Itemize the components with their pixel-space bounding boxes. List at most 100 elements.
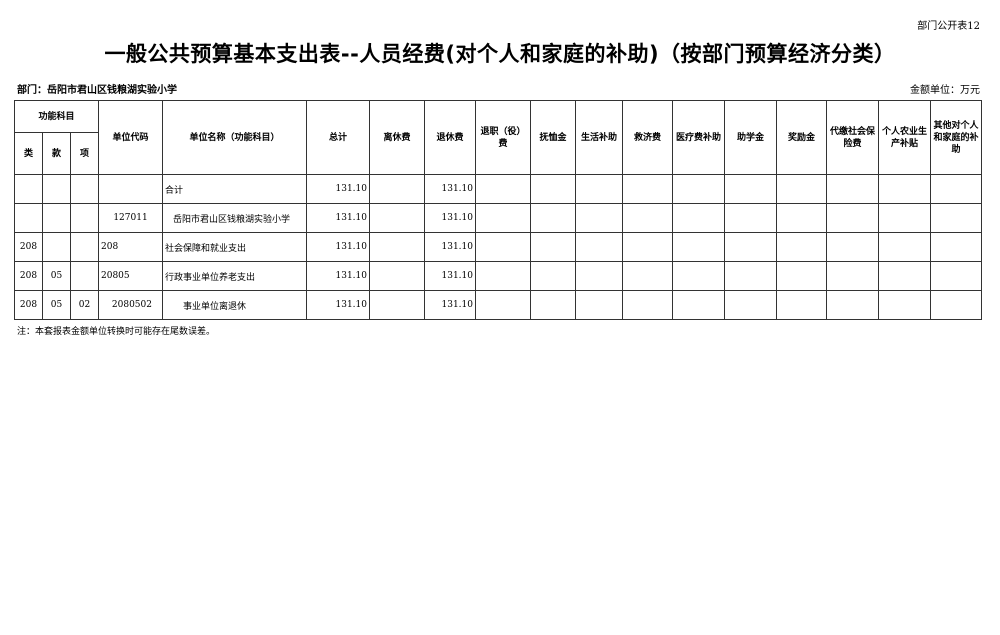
cell-lei [14,203,43,233]
cell-empty [776,174,827,204]
cell-empty [930,174,982,204]
cell-empty [826,261,879,291]
header-kuan: 款 [42,132,71,175]
cell-empty [878,261,931,291]
cell-retire: 131.10 [424,290,476,320]
cell-retire: 131.10 [424,203,476,233]
cell-empty [672,232,725,262]
header-col: 代缴社会保险费 [826,100,879,175]
cell-empty [878,203,931,233]
cell-code [98,174,163,204]
table-row: 合计 131.10 131.10 [14,174,982,204]
page-title: 一般公共预算基本支出表--人员经费(对个人和家庭的补助)（按部门预算经济分类） [104,42,896,66]
cell-empty [878,174,931,204]
cell-total: 131.10 [306,290,370,320]
cell-empty [622,232,673,262]
cell-xiang: 02 [70,290,99,320]
header-col: 奖励金 [776,100,827,175]
cell-empty [724,232,777,262]
cell-empty [369,261,425,291]
header-col: 助学金 [724,100,777,175]
cell-empty [475,290,531,320]
header-col: 退休费 [424,100,476,175]
unit-label: 金额单位：万元 [910,85,980,96]
department-label: 部门：岳阳市君山区钱粮湖实验小学 [17,85,177,96]
header-col: 离休费 [369,100,425,175]
cell-lei: 208 [14,290,43,320]
header-col: 总计 [306,100,370,175]
cell-empty [575,261,623,291]
cell-empty [776,232,827,262]
footnote: 注：本套报表金额单位转换时可能存在尾数误差。 [17,327,216,337]
cell-empty [530,203,576,233]
cell-empty [878,232,931,262]
cell-empty [776,203,827,233]
cell-empty [475,203,531,233]
cell-empty [369,232,425,262]
cell-xiang [70,232,99,262]
header-col: 退职（役）费 [475,100,531,175]
cell-empty [776,261,827,291]
cell-lei [14,174,43,204]
cell-kuan [42,203,71,233]
cell-empty [369,174,425,204]
cell-empty [776,290,827,320]
cell-retire: 131.10 [424,261,476,291]
cell-lei: 208 [14,261,43,291]
cell-kuan: 05 [42,290,71,320]
header-col: 其他对个人和家庭的补助 [930,100,982,175]
cell-total: 131.10 [306,232,370,262]
cell-name: 岳阳市君山区钱粮湖实验小学 [162,203,307,233]
cell-total: 131.10 [306,261,370,291]
header-col: 救济费 [622,100,673,175]
cell-empty [672,261,725,291]
header-name: 单位名称（功能科目） [162,100,307,175]
cell-empty [724,261,777,291]
cell-empty [930,261,982,291]
cell-xiang [70,203,99,233]
expense-table: 功能科目 单位代码 单位名称（功能科目） 总计 离休费 退休费 退职（役）费 抚… [14,100,982,320]
cell-empty [530,174,576,204]
cell-xiang [70,174,99,204]
cell-empty [930,232,982,262]
form-number: 部门公开表12 [917,21,980,32]
cell-empty [622,290,673,320]
cell-empty [826,174,879,204]
cell-empty [622,174,673,204]
cell-xiang [70,261,99,291]
cell-total: 131.10 [306,174,370,204]
cell-empty [530,261,576,291]
cell-empty [475,261,531,291]
cell-lei: 208 [14,232,43,262]
cell-empty [724,290,777,320]
cell-empty [575,290,623,320]
cell-name: 合计 [162,174,307,204]
cell-empty [826,203,879,233]
cell-code: 20805 [98,261,163,291]
cell-empty [475,174,531,204]
cell-empty [724,174,777,204]
cell-empty [672,290,725,320]
cell-empty [622,203,673,233]
cell-empty [575,203,623,233]
table-row: 208 05 20805 行政事业单位养老支出 131.10 131.10 [14,261,982,291]
header-lei: 类 [14,132,43,175]
cell-retire: 131.10 [424,174,476,204]
cell-name: 事业单位离退休 [162,290,307,320]
cell-empty [369,203,425,233]
header-col: 抚恤金 [530,100,576,175]
table-row: 127011 岳阳市君山区钱粮湖实验小学 131.10 131.10 [14,203,982,233]
cell-empty [930,290,982,320]
header-function-group: 功能科目 [14,100,99,133]
cell-empty [826,232,879,262]
cell-empty [369,290,425,320]
cell-kuan [42,174,71,204]
cell-total: 131.10 [306,203,370,233]
cell-kuan [42,232,71,262]
cell-code: 127011 [98,203,163,233]
cell-empty [575,174,623,204]
cell-name: 社会保障和就业支出 [162,232,307,262]
cell-kuan: 05 [42,261,71,291]
table-row: 208 05 02 2080502 事业单位离退休 131.10 131.10 [14,290,982,320]
cell-empty [724,203,777,233]
